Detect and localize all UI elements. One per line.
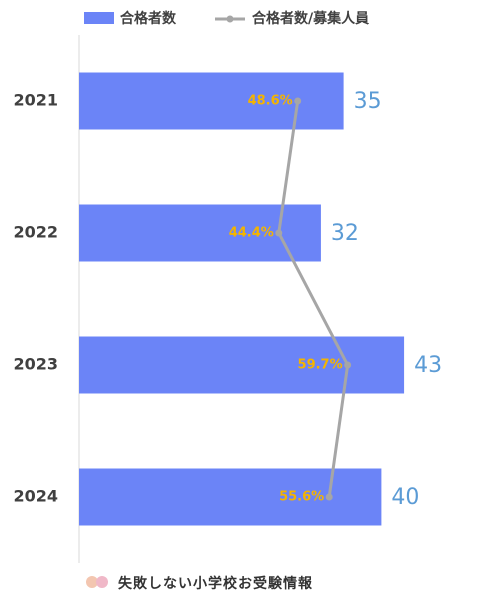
footer: 失敗しない小学校お受験情報 [86,575,313,592]
bar [79,336,405,394]
ratio-label: 48.6% [248,94,293,109]
legend-marker [226,15,234,23]
ratio-label: 44.4% [229,226,274,241]
ratio-label: 55.6% [279,490,324,505]
icon [96,576,108,588]
bar-value-label: 40 [391,485,419,510]
legend-label: 合格者数 [120,10,177,27]
bar-value-label: 32 [331,221,359,246]
y-tick-label: 2021 [13,91,58,110]
ratio-marker [275,229,283,237]
y-tick-label: 2022 [13,223,58,242]
bar [79,204,321,262]
footer-text: 失敗しない小学校お受験情報 [118,575,313,592]
bar-value-label: 35 [354,89,382,114]
ratio-marker [294,97,302,105]
y-tick-label: 2024 [13,487,58,506]
bar [79,468,382,526]
legend-label: 合格者数/募集人員 [252,10,369,27]
bar [79,72,344,130]
y-tick-label: 2023 [13,355,58,374]
ratio-marker [325,493,333,501]
bar-value-label: 43 [414,353,442,378]
legend-swatch [84,12,114,24]
ratio-line [277,100,350,498]
ratio-marker [344,361,352,369]
ratio-label: 59.7% [298,358,343,373]
icon [86,576,98,588]
